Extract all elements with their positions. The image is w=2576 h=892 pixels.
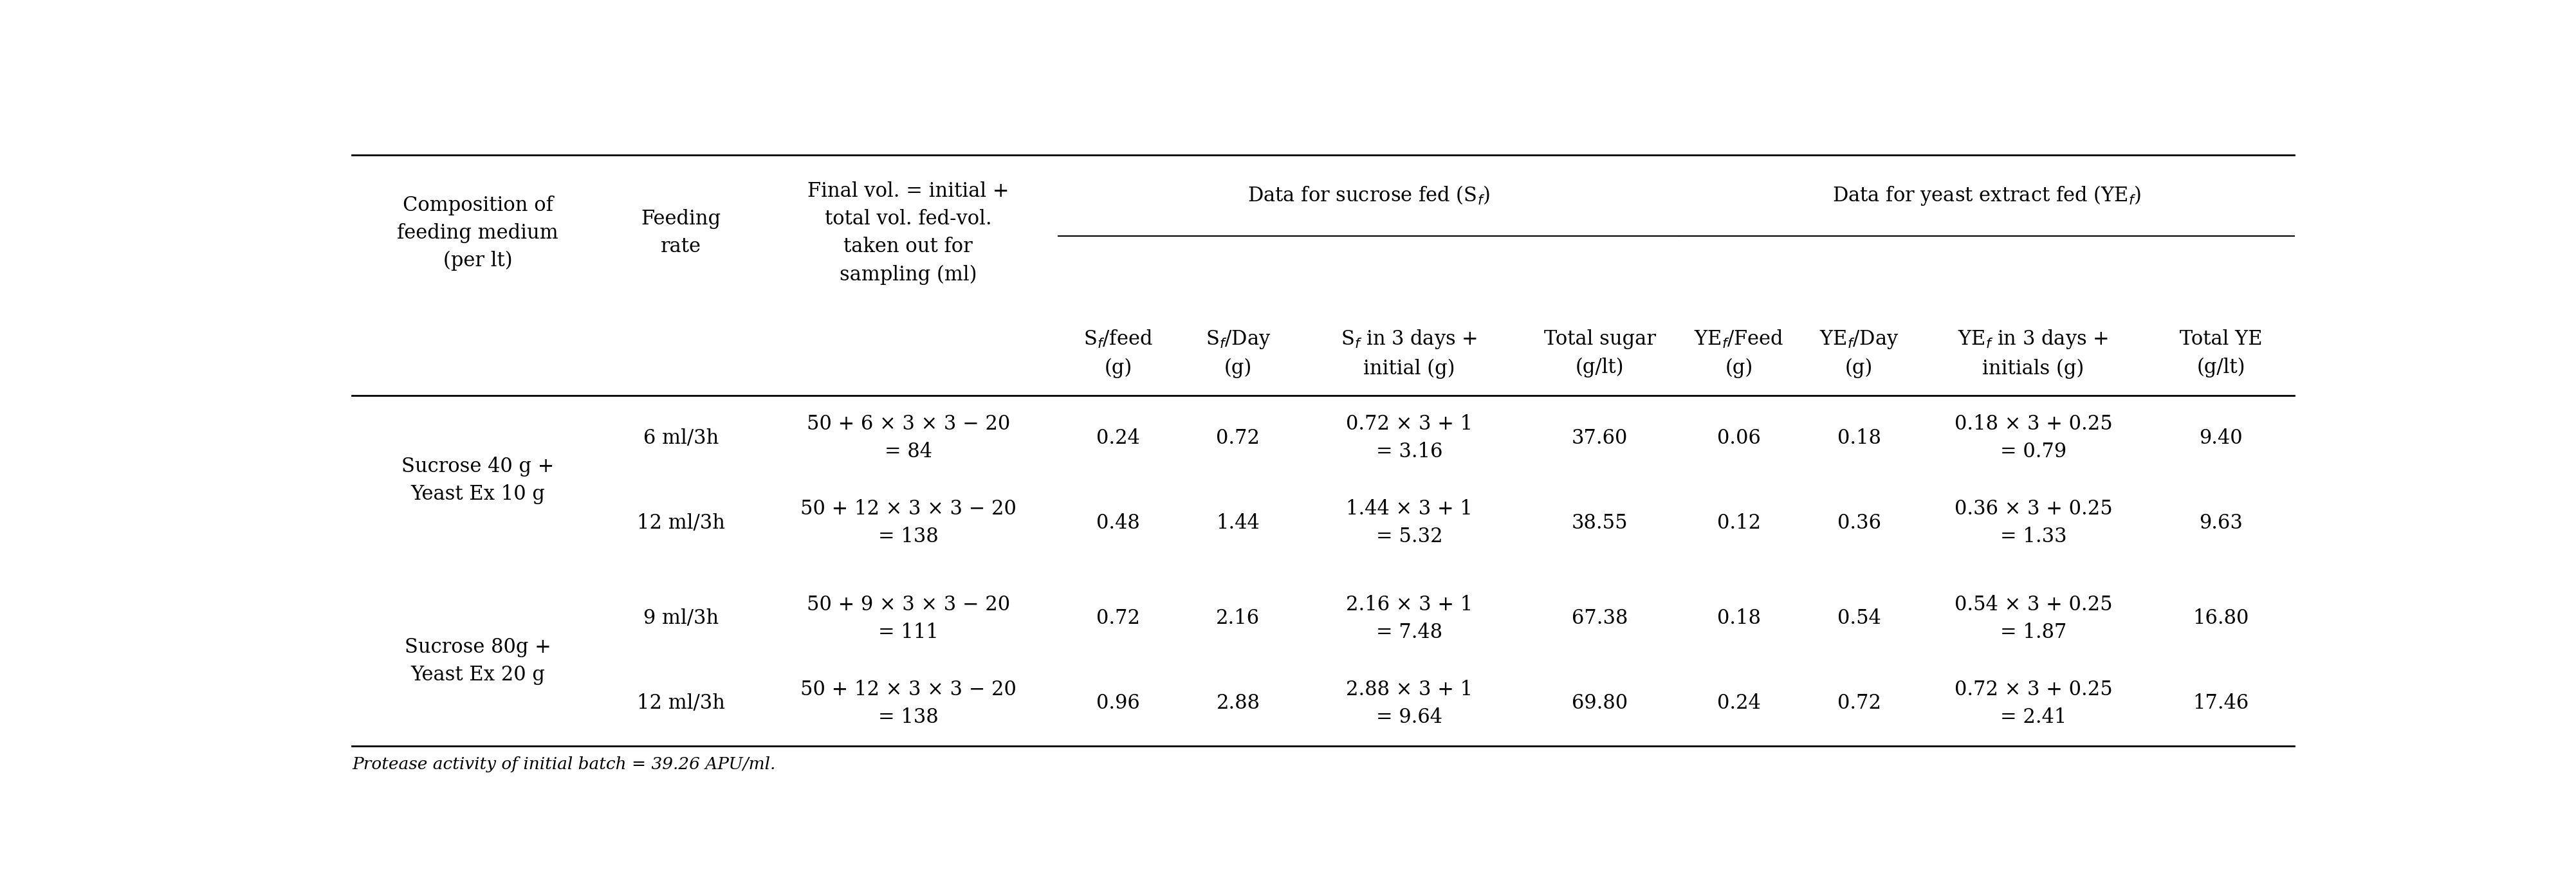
Text: 2.88: 2.88: [1216, 693, 1260, 714]
Text: 0.18: 0.18: [1718, 608, 1762, 629]
Text: 0.18: 0.18: [1837, 428, 1880, 448]
Text: Sucrose 40 g +
Yeast Ex 10 g: Sucrose 40 g + Yeast Ex 10 g: [402, 457, 554, 504]
Text: 0.48: 0.48: [1097, 513, 1141, 533]
Text: 0.24: 0.24: [1097, 428, 1141, 448]
Text: 0.96: 0.96: [1097, 693, 1141, 714]
Text: 1.44 × 3 + 1
= 5.32: 1.44 × 3 + 1 = 5.32: [1347, 500, 1473, 547]
Text: 0.12: 0.12: [1718, 513, 1762, 533]
Text: 0.72: 0.72: [1097, 608, 1141, 629]
Text: 67.38: 67.38: [1571, 608, 1628, 629]
Text: 38.55: 38.55: [1571, 513, 1628, 533]
Text: 0.72 × 3 + 1
= 3.16: 0.72 × 3 + 1 = 3.16: [1345, 415, 1473, 462]
Text: 6 ml/3h: 6 ml/3h: [644, 428, 719, 448]
Text: 0.36 × 3 + 0.25
= 1.33: 0.36 × 3 + 0.25 = 1.33: [1955, 500, 2112, 547]
Text: 9.63: 9.63: [2200, 513, 2244, 533]
Text: 1.44: 1.44: [1216, 513, 1260, 533]
Text: 0.72: 0.72: [1837, 693, 1880, 714]
Text: 0.18 × 3 + 0.25
= 0.79: 0.18 × 3 + 0.25 = 0.79: [1955, 415, 2112, 462]
Text: 50 + 6 × 3 × 3 − 20
= 84: 50 + 6 × 3 × 3 − 20 = 84: [806, 415, 1010, 462]
Text: 2.88 × 3 + 1
= 9.64: 2.88 × 3 + 1 = 9.64: [1345, 680, 1473, 727]
Text: 0.54: 0.54: [1837, 608, 1880, 629]
Text: 0.72 × 3 + 0.25
= 2.41: 0.72 × 3 + 0.25 = 2.41: [1955, 680, 2112, 727]
Text: 50 + 12 × 3 × 3 − 20
= 138: 50 + 12 × 3 × 3 − 20 = 138: [801, 680, 1018, 727]
Text: Composition of
feeding medium
(per lt): Composition of feeding medium (per lt): [397, 195, 559, 271]
Text: 0.54 × 3 + 0.25
= 1.87: 0.54 × 3 + 0.25 = 1.87: [1955, 595, 2112, 642]
Text: S$_f$ in 3 days +
initial (g): S$_f$ in 3 days + initial (g): [1342, 328, 1479, 378]
Text: 12 ml/3h: 12 ml/3h: [636, 513, 724, 533]
Text: Total YE
(g/lt): Total YE (g/lt): [2179, 329, 2262, 377]
Text: 50 + 9 × 3 × 3 − 20
= 111: 50 + 9 × 3 × 3 − 20 = 111: [806, 595, 1010, 642]
Text: 16.80: 16.80: [2192, 608, 2249, 629]
Text: 0.24: 0.24: [1718, 693, 1762, 714]
Text: S$_f$/Day
(g): S$_f$/Day (g): [1206, 328, 1270, 378]
Text: 2.16 × 3 + 1
= 7.48: 2.16 × 3 + 1 = 7.48: [1345, 595, 1473, 642]
Text: 12 ml/3h: 12 ml/3h: [636, 693, 724, 714]
Text: S$_f$/feed
(g): S$_f$/feed (g): [1084, 329, 1154, 378]
Text: 0.72: 0.72: [1216, 428, 1260, 448]
Text: Final vol. = initial +
total vol. fed-vol.
taken out for
sampling (ml): Final vol. = initial + total vol. fed-vo…: [806, 181, 1010, 285]
Text: 50 + 12 × 3 × 3 − 20
= 138: 50 + 12 × 3 × 3 − 20 = 138: [801, 500, 1018, 547]
Text: 9.40: 9.40: [2200, 428, 2244, 448]
Text: 69.80: 69.80: [1571, 693, 1628, 714]
Text: YE$_f$/Feed
(g): YE$_f$/Feed (g): [1695, 329, 1785, 378]
Text: 9 ml/3h: 9 ml/3h: [644, 608, 719, 629]
Text: Data for sucrose fed (S$_f$): Data for sucrose fed (S$_f$): [1247, 185, 1489, 207]
Text: 2.16: 2.16: [1216, 608, 1260, 629]
Text: 0.36: 0.36: [1837, 513, 1880, 533]
Text: Data for yeast extract fed (YE$_f$): Data for yeast extract fed (YE$_f$): [1832, 184, 2141, 207]
Text: Sucrose 80g +
Yeast Ex 20 g: Sucrose 80g + Yeast Ex 20 g: [404, 637, 551, 685]
Text: 17.46: 17.46: [2192, 693, 2249, 714]
Text: Protease activity of initial batch = 39.26 APU/ml.: Protease activity of initial batch = 39.…: [353, 756, 775, 772]
Text: YE$_f$/Day
(g): YE$_f$/Day (g): [1819, 328, 1899, 378]
Text: YE$_f$ in 3 days +
initials (g): YE$_f$ in 3 days + initials (g): [1958, 328, 2110, 378]
Text: Feeding
rate: Feeding rate: [641, 210, 721, 257]
Text: 0.06: 0.06: [1718, 428, 1762, 448]
Text: 37.60: 37.60: [1571, 428, 1628, 448]
Text: Total sugar
(g/lt): Total sugar (g/lt): [1543, 329, 1656, 377]
